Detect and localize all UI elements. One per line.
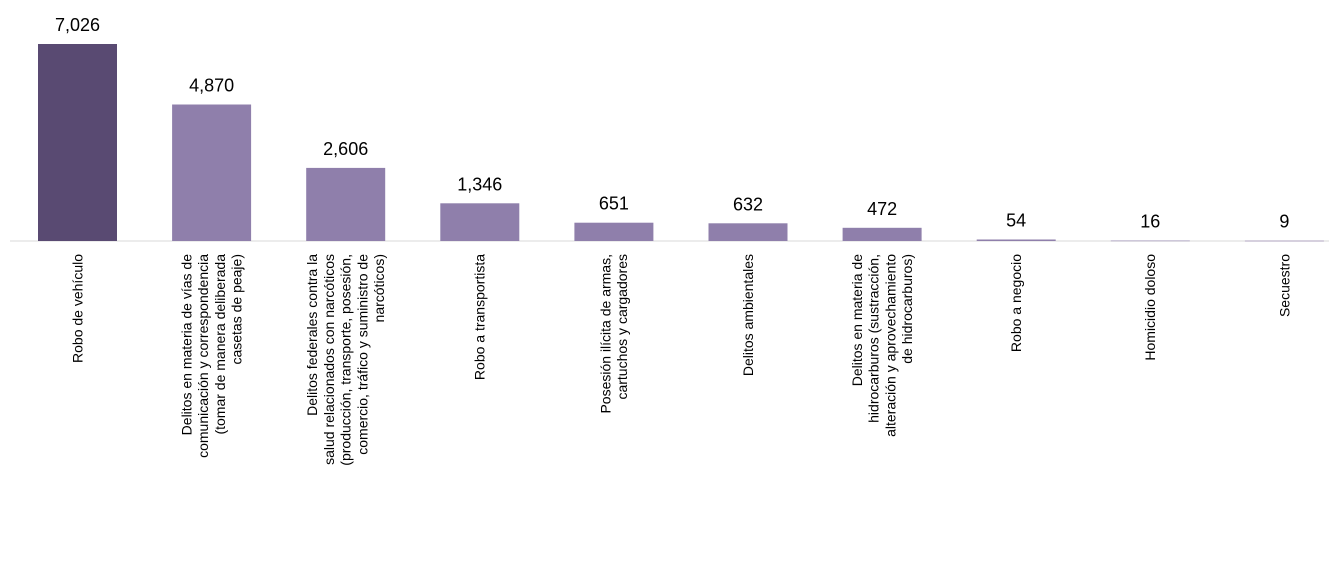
bar-3 [440, 203, 520, 241]
category-label-5: Delitos ambientales [740, 254, 756, 376]
data-label-3: 1,346 [457, 174, 502, 194]
bar-0 [38, 44, 117, 241]
category-label-text-9: Secuestro [1276, 254, 1292, 317]
category-label-1: Delitos en materia de vías decomunicació… [178, 254, 244, 458]
category-label-line: cartuchos y cargadores [614, 254, 630, 400]
category-label-0: Robo de vehículo [69, 254, 85, 363]
category-label-7: Robo a negocio [1008, 254, 1024, 352]
category-label-line: Delitos ambientales [740, 254, 756, 376]
category-label-line: Robo a transportista [472, 254, 488, 380]
category-label-line: narcóticos) [371, 254, 387, 322]
data-label-6: 472 [867, 199, 897, 219]
category-label-text-3: Robo a transportista [472, 254, 488, 380]
category-label-text-5: Delitos ambientales [740, 254, 756, 376]
category-label-line: Delitos en materia de [849, 254, 865, 387]
bar-6 [842, 227, 922, 241]
category-label-text-8: Homicidio doloso [1142, 254, 1158, 361]
data-label-5: 632 [733, 194, 763, 214]
category-label-6: Delitos en materia dehidrocarburos (sust… [849, 254, 915, 437]
category-label-line: salud relacionados con narcóticos [321, 254, 337, 465]
category-label-line: de hidrocarburos) [899, 254, 915, 364]
category-label-text-6: Delitos en materia dehidrocarburos (sust… [849, 254, 915, 437]
category-label-text-7: Robo a negocio [1008, 254, 1024, 352]
bar-9 [1244, 240, 1324, 242]
category-label-line: (producción, transporte, posesión, [338, 254, 354, 466]
category-label-text-2: Delitos federales contra lasalud relacio… [304, 254, 387, 466]
data-label-9: 9 [1279, 212, 1289, 232]
category-label-line: Posesión ilícita de armas, [597, 254, 613, 414]
data-label-2: 2,606 [323, 139, 368, 159]
category-label-text-4: Posesión ilícita de armas,cartuchos y ca… [597, 254, 630, 414]
category-label-2: Delitos federales contra lasalud relacio… [304, 254, 387, 466]
category-label-line: Robo a negocio [1008, 254, 1024, 352]
bar-5 [708, 223, 788, 241]
data-label-7: 54 [1006, 211, 1026, 231]
data-label-4: 651 [599, 194, 629, 214]
bar-8 [1110, 240, 1190, 242]
category-label-line: Delitos en materia de vías de [178, 254, 194, 436]
category-label-line: Homicidio doloso [1142, 254, 1158, 361]
category-label-line: comunicación y correspondencia [195, 254, 211, 458]
category-label-line: Delitos federales contra la [304, 254, 320, 416]
data-label-8: 16 [1140, 212, 1160, 232]
category-label-line: alteración y aprovechamiento [882, 254, 898, 437]
data-label-0: 7,026 [55, 15, 100, 35]
category-label-line: casetas de peaje) [229, 254, 245, 365]
category-label-line: Robo de vehículo [69, 254, 85, 363]
category-label-9: Secuestro [1276, 254, 1292, 317]
data-label-1: 4,870 [189, 76, 234, 96]
bar-1 [172, 104, 252, 241]
category-label-line: comercio, tráfico y suministro de [354, 254, 370, 455]
category-label-text-0: Robo de vehículo [69, 254, 85, 363]
category-label-line: Secuestro [1276, 254, 1292, 317]
category-label-8: Homicidio doloso [1142, 254, 1158, 361]
category-label-line: (tomar de manera deliberada [212, 254, 228, 435]
bar-2 [306, 167, 386, 241]
category-label-4: Posesión ilícita de armas,cartuchos y ca… [597, 254, 630, 414]
category-label-line: hidrocarburos (sustracción, [866, 254, 882, 423]
category-label-text-1: Delitos en materia de vías decomunicació… [178, 254, 244, 458]
category-label-3: Robo a transportista [472, 254, 488, 380]
bar-4 [574, 222, 654, 241]
bar-7 [976, 239, 1056, 241]
